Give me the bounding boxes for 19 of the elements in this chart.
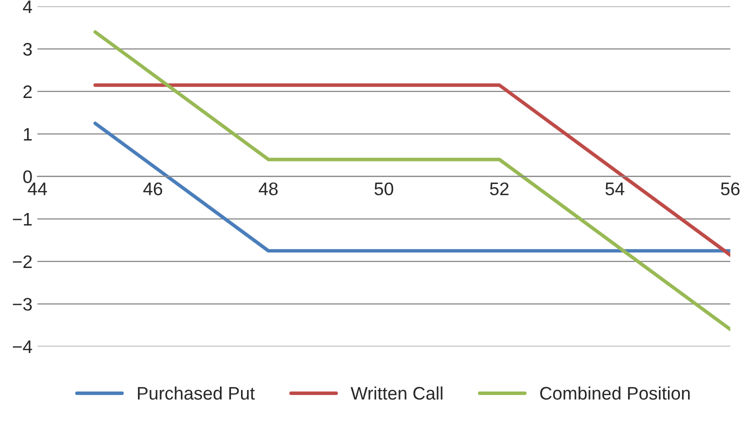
y-tick-label: −1 xyxy=(12,213,32,226)
x-tick-label: 52 xyxy=(490,182,508,196)
y-tick-label: 1 xyxy=(24,128,32,140)
y-tick-label: −4 xyxy=(12,340,32,353)
legend-label: Combined Position xyxy=(540,386,690,400)
x-tick-label: 46 xyxy=(143,182,162,196)
legend-label: Written Call xyxy=(350,386,442,400)
y-tick-label: −2 xyxy=(12,255,32,268)
x-tick-label: 54 xyxy=(605,182,624,196)
x-tick-label: 44 xyxy=(28,182,47,196)
x-tick-label: 50 xyxy=(374,182,394,196)
y-tick-label: 4 xyxy=(22,0,32,14)
y-tick-label: 0 xyxy=(23,170,32,184)
y-tick-label: −3 xyxy=(12,298,32,311)
y-tick-label: 3 xyxy=(23,42,32,56)
x-tick-label: 48 xyxy=(258,182,278,196)
y-tick-label: 2 xyxy=(23,85,32,98)
x-tick-label: 56 xyxy=(720,182,740,196)
legend-label: Purchased Put xyxy=(138,386,255,400)
